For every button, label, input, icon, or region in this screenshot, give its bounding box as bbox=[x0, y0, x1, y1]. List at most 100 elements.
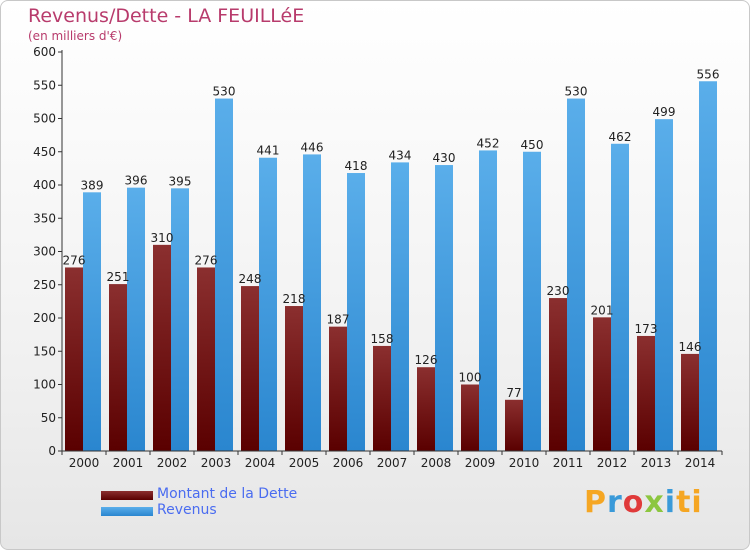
data-label-revenue-2001: 396 bbox=[125, 174, 148, 188]
x-tick-label: 2003 bbox=[201, 456, 232, 470]
bar-revenue-2003 bbox=[215, 98, 233, 452]
data-label-revenue-2010: 450 bbox=[521, 138, 544, 152]
data-label-debt-2003: 276 bbox=[195, 253, 218, 267]
data-label-debt-2013: 173 bbox=[635, 322, 658, 336]
y-tick-label: 0 bbox=[48, 444, 56, 458]
data-label-debt-2009: 100 bbox=[459, 371, 482, 385]
bar-debt-2013 bbox=[637, 335, 655, 451]
data-label-debt-2012: 201 bbox=[591, 303, 614, 317]
y-tick-label: 200 bbox=[33, 311, 56, 325]
data-label-debt-2008: 126 bbox=[415, 353, 438, 367]
bar-revenue-2000 bbox=[83, 192, 101, 451]
chart-title: Revenus/Dette - LA FEUILLéE bbox=[28, 5, 305, 27]
data-label-revenue-2005: 446 bbox=[301, 140, 324, 154]
data-label-revenue-2011: 530 bbox=[565, 85, 588, 99]
x-tick-label: 2000 bbox=[69, 456, 100, 470]
bar-revenue-2012 bbox=[611, 143, 629, 451]
x-tick-label: 2013 bbox=[641, 456, 672, 470]
bar-debt-2000 bbox=[65, 267, 83, 451]
bar-debt-2009 bbox=[461, 384, 479, 451]
bar-revenue-2002 bbox=[171, 188, 189, 451]
x-tick-label: 2008 bbox=[421, 456, 452, 470]
bar-debt-2014 bbox=[681, 353, 699, 451]
data-label-revenue-2002: 395 bbox=[169, 174, 192, 188]
y-axis: 0 50 100 150 200 250 300 350 400 450 500 550 600 bbox=[33, 45, 63, 458]
data-label-debt-2007: 158 bbox=[371, 332, 394, 346]
x-tick-label: 2011 bbox=[553, 456, 584, 470]
data-label-debt-2006: 187 bbox=[327, 313, 350, 327]
data-label-debt-2001: 251 bbox=[107, 270, 130, 284]
data-label-revenue-2006: 418 bbox=[345, 159, 368, 173]
y-tick-label: 500 bbox=[33, 112, 56, 126]
bar-revenue-2014 bbox=[699, 81, 717, 451]
bar-debt-2002 bbox=[153, 244, 171, 451]
bar-revenue-2005 bbox=[303, 154, 321, 451]
y-tick-label: 50 bbox=[41, 411, 56, 425]
bar-revenue-2010 bbox=[523, 151, 541, 451]
bars: 276 389 251 396 310 395 276 530 248 441 218 446 187 4… bbox=[63, 67, 720, 452]
x-tick-label: 2012 bbox=[597, 456, 628, 470]
x-tick-label: 2014 bbox=[685, 456, 716, 470]
legend-swatch-debt bbox=[101, 491, 153, 500]
bar-revenue-2011 bbox=[567, 98, 585, 452]
data-label-revenue-2012: 462 bbox=[609, 130, 632, 144]
data-label-debt-2014: 146 bbox=[679, 340, 702, 354]
data-label-revenue-2014: 556 bbox=[697, 67, 720, 81]
data-label-revenue-2009: 452 bbox=[477, 136, 500, 150]
bar-debt-2006 bbox=[329, 326, 347, 451]
chart-subtitle: (en milliers d'€) bbox=[28, 29, 123, 43]
x-axis: 2000 2001 2002 2003 2004 2005 2006 2007 2008 2009… bbox=[61, 450, 723, 470]
bar-debt-2008 bbox=[417, 367, 435, 451]
data-label-debt-2000: 276 bbox=[63, 253, 86, 267]
data-label-revenue-2004: 441 bbox=[257, 144, 280, 158]
y-tick-label: 350 bbox=[33, 211, 56, 225]
y-tick-label: 550 bbox=[33, 78, 56, 92]
legend-label-debt: Montant de la Dette bbox=[157, 486, 298, 502]
y-tick-label: 150 bbox=[33, 344, 56, 358]
data-label-revenue-2008: 430 bbox=[433, 151, 456, 165]
x-tick-label: 2005 bbox=[289, 456, 320, 470]
legend-swatch-revenue bbox=[101, 507, 153, 516]
bar-revenue-2013 bbox=[655, 119, 673, 451]
bar-revenue-2007 bbox=[391, 162, 409, 451]
data-label-revenue-2013: 499 bbox=[653, 105, 676, 119]
bar-debt-2004 bbox=[241, 286, 259, 451]
data-label-debt-2010: 77 bbox=[506, 386, 521, 400]
bar-debt-2007 bbox=[373, 345, 391, 451]
y-tick-label: 600 bbox=[33, 45, 56, 59]
data-label-revenue-2000: 389 bbox=[81, 178, 104, 192]
bar-revenue-2004 bbox=[259, 157, 277, 452]
x-tick-label: 2010 bbox=[509, 456, 540, 470]
data-label-debt-2005: 218 bbox=[283, 292, 306, 306]
bar-debt-2010 bbox=[505, 399, 523, 451]
y-tick-label: 100 bbox=[33, 378, 56, 392]
x-tick-label: 2004 bbox=[245, 456, 276, 470]
bar-revenue-2008 bbox=[435, 165, 453, 452]
bar-debt-2012 bbox=[593, 317, 611, 451]
bar-debt-2001 bbox=[109, 284, 127, 451]
y-tick-label: 400 bbox=[33, 178, 56, 192]
data-label-debt-2011: 230 bbox=[547, 284, 570, 298]
bar-debt-2011 bbox=[549, 298, 567, 451]
x-tick-label: 2006 bbox=[333, 456, 364, 470]
bar-debt-2003 bbox=[197, 267, 215, 451]
y-tick-label: 250 bbox=[33, 278, 56, 292]
data-label-debt-2002: 310 bbox=[151, 231, 174, 245]
data-label-revenue-2007: 434 bbox=[389, 148, 412, 162]
x-tick-label: 2009 bbox=[465, 456, 496, 470]
x-tick-label: 2001 bbox=[113, 456, 144, 470]
legend-label-revenue: Revenus bbox=[157, 502, 217, 518]
bar-debt-2005 bbox=[285, 306, 303, 451]
data-label-debt-2004: 248 bbox=[239, 272, 262, 286]
bar-revenue-2006 bbox=[347, 173, 365, 451]
bar-revenue-2009 bbox=[479, 150, 497, 452]
x-tick-label: 2002 bbox=[157, 456, 188, 470]
data-label-revenue-2003: 530 bbox=[213, 85, 236, 99]
x-tick-label: 2007 bbox=[377, 456, 408, 470]
bar-revenue-2001 bbox=[127, 187, 145, 451]
y-tick-label: 300 bbox=[33, 245, 56, 259]
y-tick-label: 450 bbox=[33, 145, 56, 159]
proxiti-logo: Proxiti bbox=[584, 485, 703, 520]
